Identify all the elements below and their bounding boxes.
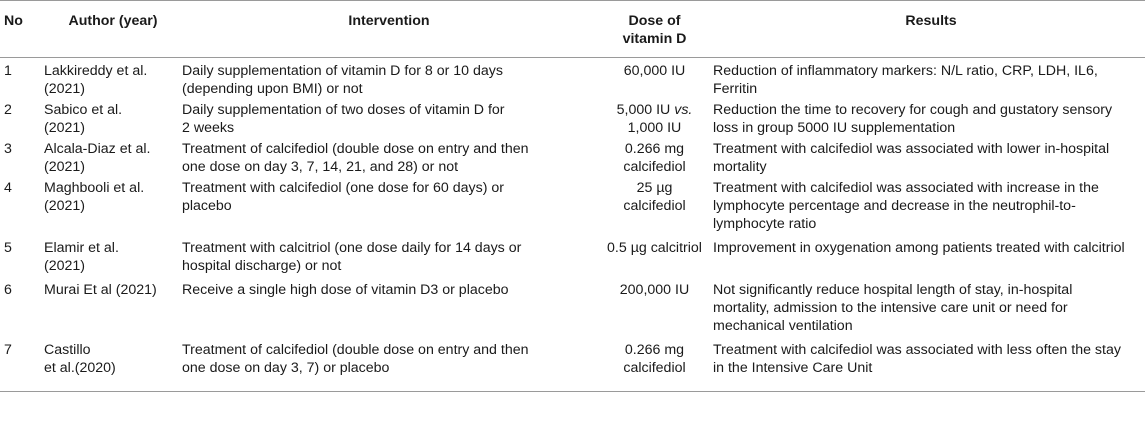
cell-author: Elamir et al. (2021) — [44, 240, 119, 274]
cell-results: Treatment with calcifediol was associate… — [713, 180, 1099, 232]
cell-results: Reduction the time to recovery for cough… — [713, 102, 1113, 136]
table-body: 1 Lakkireddy et al. (2021) Daily supplem… — [0, 58, 1145, 392]
dose-second: 1,000 IU — [627, 120, 682, 136]
cell-results: Not significantly reduce hospital length… — [713, 282, 1073, 334]
table-row: 3 Alcala-Diaz et al. (2021) Treatment of… — [0, 137, 1145, 176]
cell-results: Treatment with calcifediol was associate… — [713, 141, 1110, 175]
cell-dose: 0.266 mg calcifediol — [623, 141, 686, 175]
cell-intervention: Daily supplementation of vitamin D for 8… — [182, 63, 503, 97]
cell-dose: 25 µg calcifediol — [623, 180, 686, 214]
cell-author: Lakkireddy et al. (2021) — [44, 63, 148, 97]
cell-no: 5 — [4, 240, 12, 256]
vitamin-d-studies-table: No Author (year) Intervention Dose of vi… — [0, 0, 1145, 392]
cell-intervention: Treatment of calcifediol (double dose on… — [182, 342, 529, 376]
table-header: No Author (year) Intervention Dose of vi… — [0, 0, 1145, 58]
cell-dose: 5,000 IU vs. 1,000 IU — [596, 98, 713, 137]
cell-no: 7 — [4, 342, 12, 358]
cell-author: Castillo et al.(2020) — [44, 342, 116, 376]
cell-intervention: Treatment with calcitriol (one dose dail… — [182, 240, 522, 274]
cell-intervention: Treatment with calcifediol (one dose for… — [182, 180, 504, 214]
table-row: 4 Maghbooli et al. (2021) Treatment with… — [0, 176, 1145, 236]
cell-dose: 60,000 IU — [623, 63, 686, 79]
cell-dose: 200,000 IU — [619, 282, 690, 298]
cell-dose: 0.5 µg calcitriol — [607, 240, 702, 256]
header-no: No — [4, 13, 23, 29]
header-intervention: Intervention — [348, 13, 430, 29]
cell-intervention: Treatment of calcifediol (double dose on… — [182, 141, 529, 175]
dose-versus: vs. — [674, 102, 693, 118]
header-row: No Author (year) Intervention Dose of vi… — [0, 0, 1145, 58]
cell-no: 1 — [4, 63, 12, 79]
cell-no: 4 — [4, 180, 12, 196]
cell-no: 3 — [4, 141, 12, 157]
cell-results: Improvement in oxygenation among patient… — [713, 240, 1125, 256]
header-results: Results — [905, 13, 957, 29]
cell-dose: 0.266 mg calcifediol — [623, 342, 686, 376]
cell-author: Alcala-Diaz et al. (2021) — [44, 141, 151, 175]
header-dose: Dose of vitamin D — [622, 13, 687, 47]
cell-intervention: Daily supplementation of two doses of vi… — [182, 102, 505, 136]
table-row: 7 Castillo et al.(2020) Treatment of cal… — [0, 338, 1145, 392]
cell-no: 6 — [4, 282, 12, 298]
header-author: Author (year) — [68, 13, 158, 29]
table-row: 5 Elamir et al. (2021) Treatment with ca… — [0, 236, 1145, 278]
cell-author: Murai Et al (2021) — [44, 282, 157, 298]
cell-author: Sabico et al. (2021) — [44, 102, 123, 136]
cell-no: 2 — [4, 102, 12, 118]
cell-results: Treatment with calcifediol was associate… — [713, 342, 1121, 376]
table-row: 6 Murai Et al (2021) Receive a single hi… — [0, 278, 1145, 338]
cell-author: Maghbooli et al. (2021) — [44, 180, 145, 214]
dose-first: 5,000 IU — [616, 102, 675, 118]
table-row: 1 Lakkireddy et al. (2021) Daily supplem… — [0, 58, 1145, 99]
table-row: 2 Sabico et al. (2021) Daily supplementa… — [0, 98, 1145, 137]
cell-results: Reduction of inflammatory markers: N/L r… — [713, 63, 1098, 97]
cell-intervention: Receive a single high dose of vitamin D3… — [182, 282, 509, 298]
